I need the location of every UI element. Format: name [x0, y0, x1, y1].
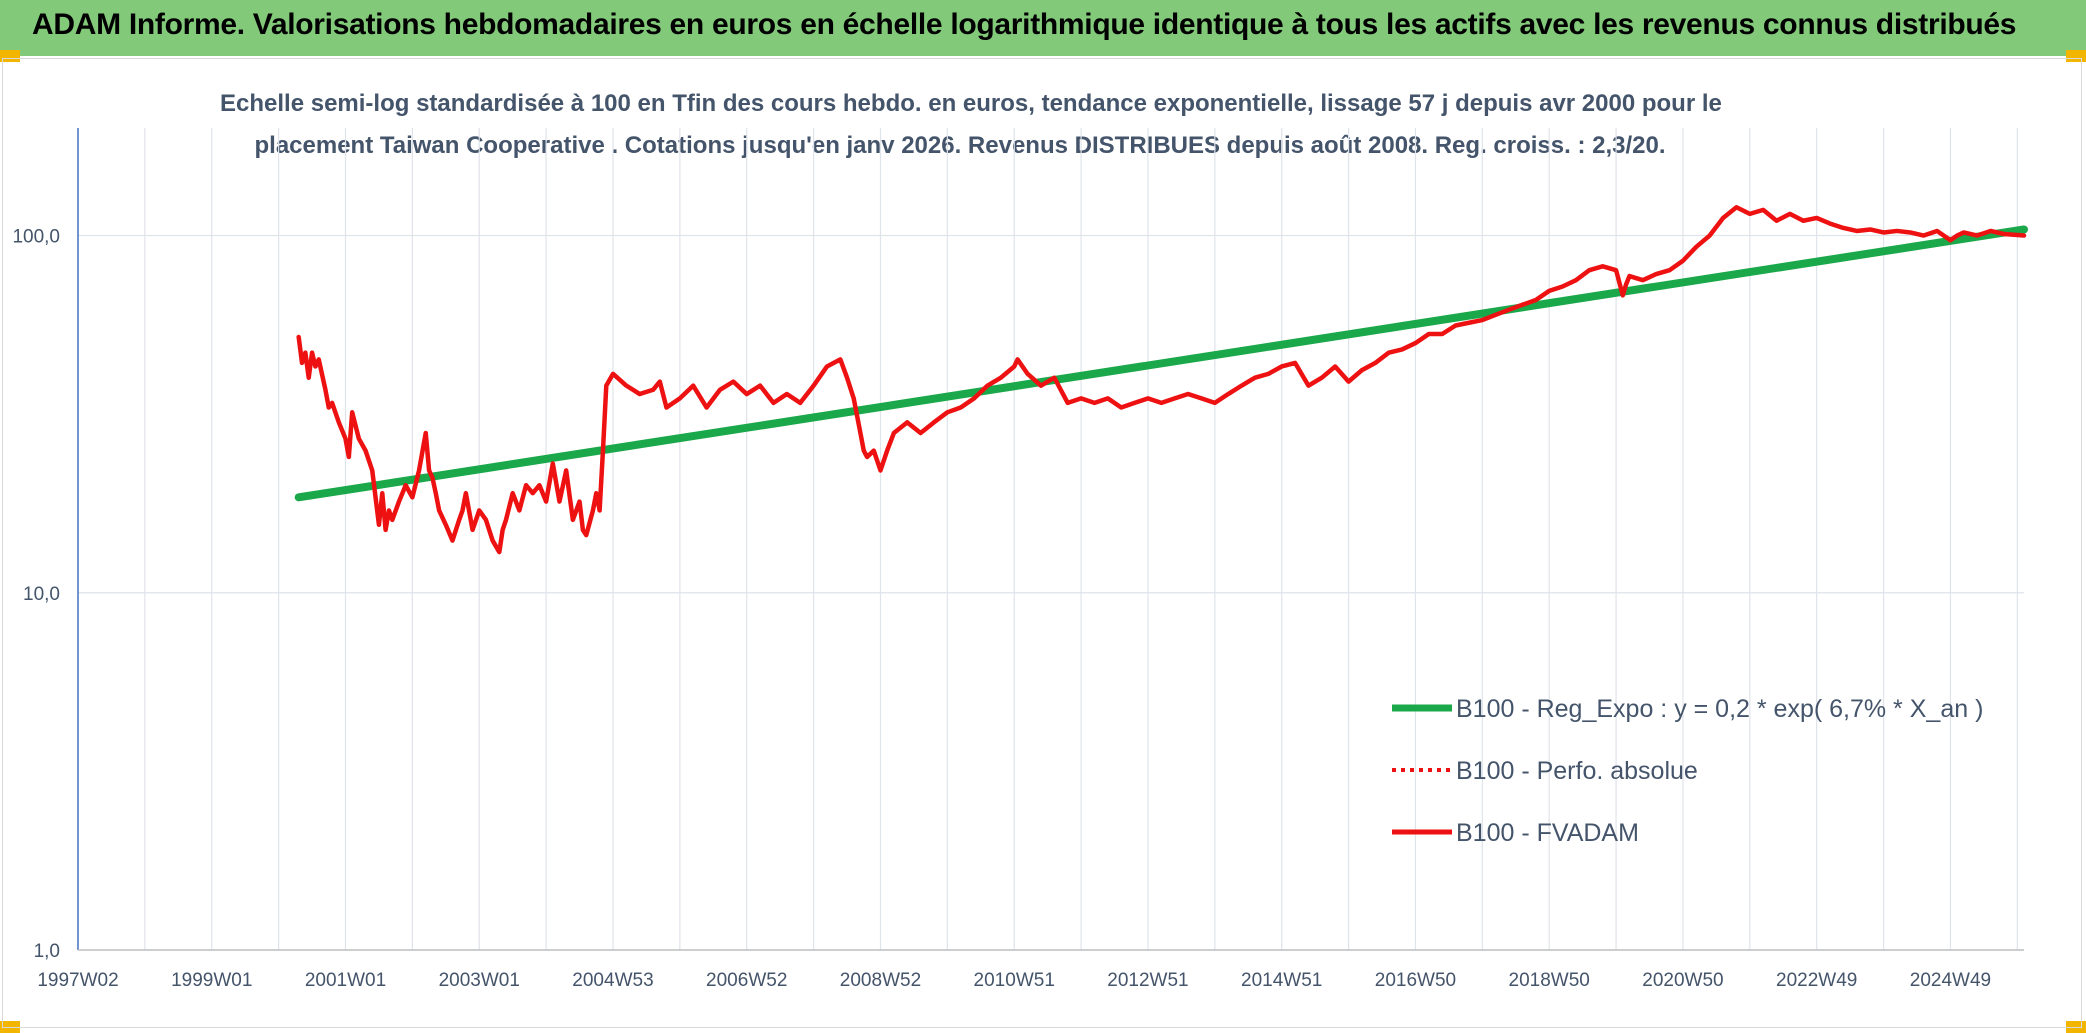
chart-title-line-2: placement Taiwan Cooperative . Cotations…	[254, 132, 1666, 159]
x-tick-label: 1999W01	[171, 970, 252, 991]
report-banner: ADAM Informe. Valorisations hebdomadaire…	[0, 0, 2086, 56]
x-tick-label: 2012W51	[1107, 970, 1188, 991]
y-tick-label: 1,0	[34, 941, 60, 962]
y-tick-label: 10,0	[23, 584, 60, 605]
x-tick-label: 2018W50	[1509, 970, 1590, 991]
x-tick-label: 2008W52	[840, 970, 921, 991]
chart-tick-labels: 1,0 10,0 100,0 1997W02 1999W01 2001W01 2003W01…	[12, 227, 1991, 991]
legend-label: B100 - Reg_Expo : y = 0,2 * exp( 6,7% * …	[1456, 695, 1983, 723]
chart-axes	[77, 128, 2024, 951]
series-line-regression	[294, 225, 2028, 502]
chart-title-line-1: Echelle semi-log standardisée à 100 en T…	[220, 90, 1722, 117]
legend-label: B100 - FVADAM	[1456, 819, 1639, 847]
x-tick-label: 2024W49	[1910, 970, 1991, 991]
chart-frame	[2, 58, 2082, 1028]
x-tick-label: 2001W01	[305, 970, 386, 991]
series-line-fvadam	[296, 205, 2027, 555]
report-title: ADAM Informe. Valorisations hebdomadaire…	[32, 8, 2017, 41]
x-tick-label: 2003W01	[439, 970, 520, 991]
chart-series	[294, 205, 2028, 555]
corner-accent-top-left	[0, 50, 20, 62]
x-tick-label: 2014W51	[1241, 970, 1322, 991]
x-tick-label: 2016W50	[1375, 970, 1456, 991]
x-tick-label: 2020W50	[1642, 970, 1723, 991]
x-tick-label: 2010W51	[974, 970, 1055, 991]
chart-legend: B100 - Reg_Expo : y = 0,2 * exp( 6,7% * …	[1392, 695, 1983, 847]
x-tick-label: 2022W49	[1776, 970, 1857, 991]
x-tick-label: 1997W02	[37, 970, 118, 991]
y-tick-label: 100,0	[12, 227, 60, 248]
chart-grid	[77, 128, 2024, 951]
legend-label: B100 - Perfo. absolue	[1456, 757, 1698, 785]
x-tick-label: 2006W52	[706, 970, 787, 991]
x-tick-label: 2004W53	[572, 970, 653, 991]
